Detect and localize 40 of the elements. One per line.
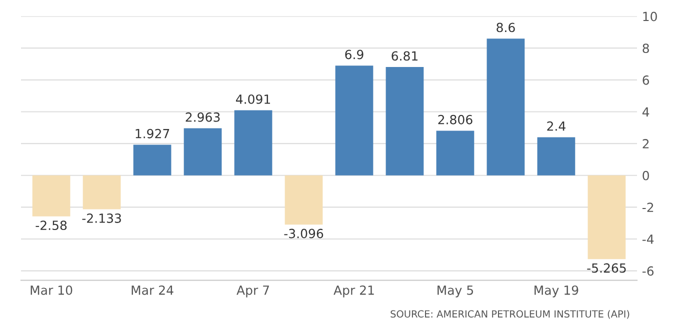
x-tick-label: Apr 21 [334, 285, 374, 298]
bar [436, 130, 474, 176]
bar [284, 175, 323, 225]
data-label: -2.133 [82, 213, 121, 223]
bar [133, 144, 172, 176]
bar [32, 175, 70, 216]
data-label: 4.091 [236, 94, 270, 104]
data-label: 2.963 [186, 112, 220, 122]
x-tick-label: Apr 7 [236, 286, 269, 298]
data-label: 2.4 [547, 121, 566, 131]
data-label: -3.096 [284, 228, 324, 238]
y-tick-label: 6 [642, 75, 650, 85]
y-tick-label: 0 [642, 170, 649, 180]
y-tick-label: -6 [642, 266, 654, 276]
bar [486, 38, 525, 176]
bar [588, 175, 626, 260]
data-label: -5.265 [587, 263, 626, 273]
y-tick-label: 2 [642, 139, 649, 148]
bar [82, 175, 121, 210]
bar [184, 128, 222, 176]
bar [335, 66, 374, 176]
data-label: 6.9 [345, 50, 364, 60]
data-label: 8.6 [496, 22, 515, 32]
data-label: -2.58 [36, 220, 67, 230]
bar [386, 67, 424, 176]
x-tick-label: Mar 10 [30, 285, 72, 295]
data-label: 6.81 [392, 51, 418, 61]
y-tick-label: 4 [642, 107, 650, 116]
bar [537, 137, 576, 176]
source-note: SOURCE: AMERICAN PETROLEUM INSTITUTE (API) [390, 310, 630, 319]
data-label: 2.806 [438, 114, 472, 124]
y-tick-label: 8 [642, 44, 649, 54]
x-tick-label: Mar 24 [132, 285, 174, 295]
y-tick-label: -2 [642, 202, 654, 212]
data-label: 1.927 [136, 128, 170, 138]
x-tick-label: May 5 [438, 286, 474, 298]
x-tick-label: May 19 [534, 285, 578, 298]
y-tick-label: -4 [642, 234, 654, 244]
y-tick-label: 10 [643, 12, 657, 22]
bar [234, 110, 272, 176]
